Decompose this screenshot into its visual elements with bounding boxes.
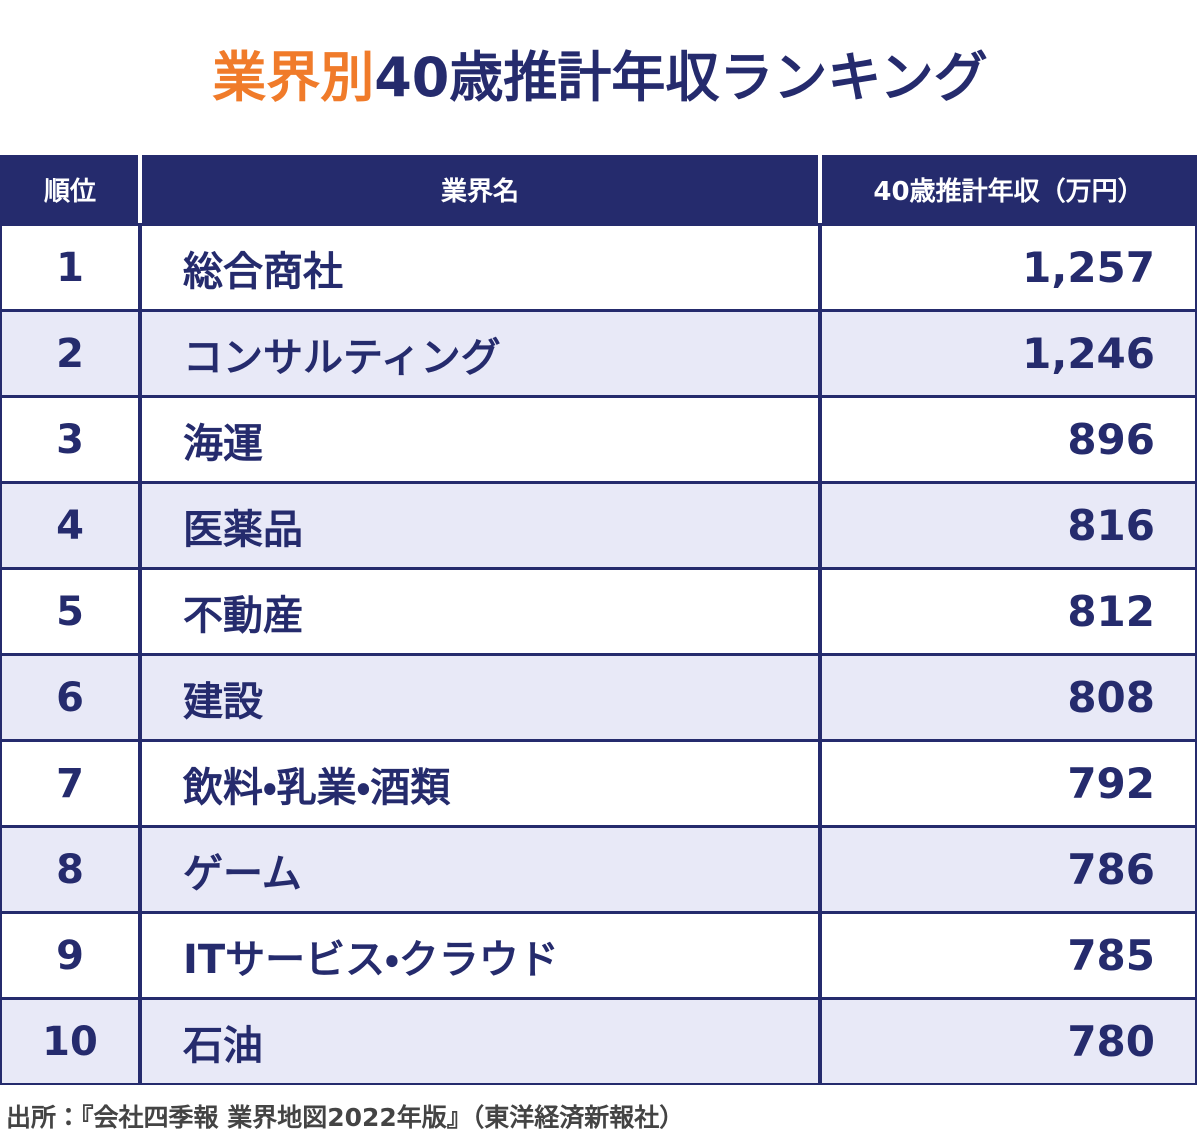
table-row: 1 総合商社 1,257 <box>2 223 1195 309</box>
industry-cell: ゲーム <box>142 828 822 911</box>
industry-cell: ITサービス・クラウド <box>142 914 822 997</box>
salary-cell: 812 <box>1067 587 1155 636</box>
industry-cell: 石油 <box>142 1000 822 1083</box>
salary-cell: 780 <box>1067 1017 1155 1066</box>
column-header: 順位 <box>2 155 142 223</box>
salary-cell: 808 <box>1067 673 1155 722</box>
table-row: 2 コンサルティング 1,246 <box>2 309 1195 395</box>
rank-cell: 1 <box>2 226 142 309</box>
table-row: 10 石油 780 <box>2 997 1195 1083</box>
salary-cell: 816 <box>1067 501 1155 550</box>
column-header: 業界名 <box>142 155 822 223</box>
rank-cell: 8 <box>2 828 142 911</box>
rank-cell: 4 <box>2 484 142 567</box>
table-row: 4 医薬品 816 <box>2 481 1195 567</box>
rank-cell: 3 <box>2 398 142 481</box>
rank-cell: 6 <box>2 656 142 739</box>
rank-cell: 2 <box>2 312 142 395</box>
industry-cell: 不動産 <box>142 570 822 653</box>
salary-cell: 786 <box>1067 845 1155 894</box>
salary-cell: 896 <box>1067 415 1155 464</box>
rank-cell: 5 <box>2 570 142 653</box>
table-row: 9 ITサービス・クラウド 785 <box>2 911 1195 997</box>
salary-cell: 1,246 <box>1022 329 1155 378</box>
salary-cell: 1,257 <box>1022 243 1155 292</box>
table-row: 7 飲料・乳業・酒類 792 <box>2 739 1195 825</box>
industry-cell: コンサルティング <box>142 312 822 395</box>
title: 業界別40歳推計年収ランキング <box>0 40 1200 116</box>
salary-cell: 785 <box>1067 931 1155 980</box>
rank-cell: 9 <box>2 914 142 997</box>
column-header: 40歳推計年収（万円） <box>873 176 1144 207</box>
industry-cell: 飲料・乳業・酒類 <box>142 742 822 825</box>
industry-cell: 医薬品 <box>142 484 822 567</box>
title-main: 40歳推計年収ランキング <box>374 46 988 109</box>
table-row: 5 不動産 812 <box>2 567 1195 653</box>
rank-cell: 10 <box>2 1000 142 1083</box>
rank-cell: 7 <box>2 742 142 825</box>
salary-cell: 792 <box>1067 759 1155 808</box>
table-row: 6 建設 808 <box>2 653 1195 739</box>
header-row: 順位 業界名 40歳推計年収（万円） <box>2 155 1195 223</box>
source-note: 出所：『会社四季報 業界地図2022年版』（東洋経済新報社） <box>6 1103 685 1132</box>
table-row: 8 ゲーム 786 <box>2 825 1195 911</box>
title-highlight: 業界別 <box>212 46 375 109</box>
table-row: 3 海運 896 <box>2 395 1195 481</box>
ranking-table: 順位 業界名 40歳推計年収（万円） 1 総合商社 1,257 2 コンサルティング 1,246… <box>0 155 1197 1085</box>
industry-cell: 総合商社 <box>142 226 822 309</box>
industry-cell: 海運 <box>142 398 822 481</box>
industry-cell: 建設 <box>142 656 822 739</box>
